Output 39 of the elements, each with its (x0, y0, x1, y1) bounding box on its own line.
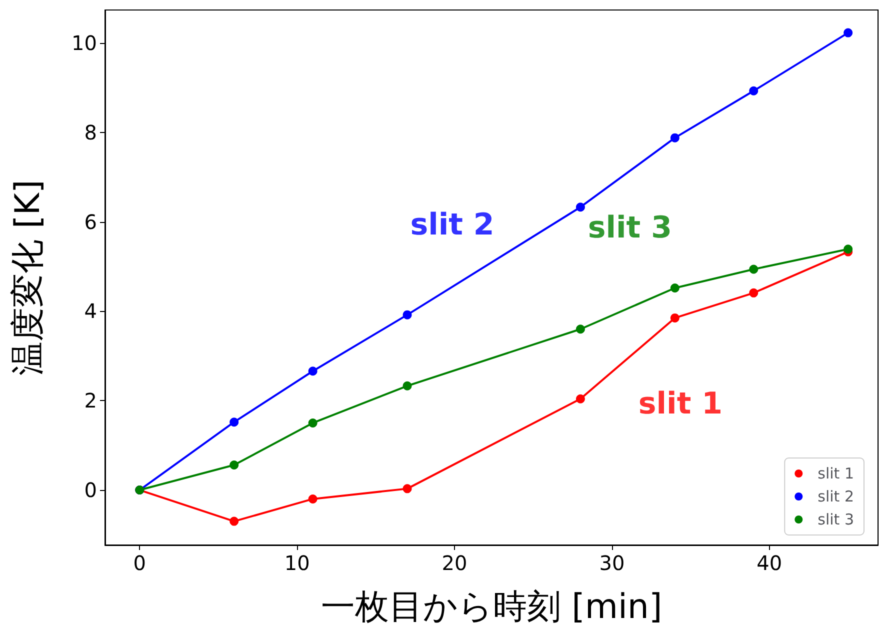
y-tick-label: 0 (84, 478, 97, 502)
point (402, 381, 412, 390)
y-tick-label: 2 (84, 388, 97, 413)
point (670, 313, 680, 322)
x-tick-label: 40 (756, 551, 782, 575)
point (402, 484, 412, 494)
point (230, 418, 239, 427)
point (576, 394, 585, 404)
point (749, 264, 758, 274)
point (402, 310, 412, 320)
legend-label: slit 2 (818, 488, 854, 506)
x-tick-label: 30 (599, 551, 625, 575)
point (230, 516, 239, 526)
annotation: slit 1 (638, 386, 722, 422)
annotation: slit 3 (588, 210, 672, 246)
legend-label: slit 3 (818, 510, 854, 528)
point (670, 133, 680, 142)
y-tick-label: 4 (84, 299, 97, 324)
annotation: slit 2 (410, 207, 494, 242)
point (308, 494, 318, 504)
point (670, 284, 680, 292)
point (308, 366, 318, 376)
legend-label: slit 1 (818, 464, 854, 482)
x-tick-label: 0 (133, 551, 146, 575)
point (844, 244, 853, 254)
y-axis-title: 温度変化 [K] (8, 180, 48, 376)
x-tick-label: 20 (442, 551, 468, 575)
point (308, 418, 318, 428)
point (749, 288, 758, 298)
x-axis-title: 一枚目から時刻 [min] (320, 587, 662, 627)
point (230, 460, 239, 470)
x-tick-label: 10 (284, 551, 310, 575)
point (576, 324, 585, 334)
point (749, 86, 758, 96)
y-tick-label: 8 (84, 120, 97, 144)
y-tick-label: 10 (72, 31, 97, 56)
point (576, 202, 585, 212)
point (844, 28, 853, 38)
y-tick-label: 6 (84, 210, 97, 234)
